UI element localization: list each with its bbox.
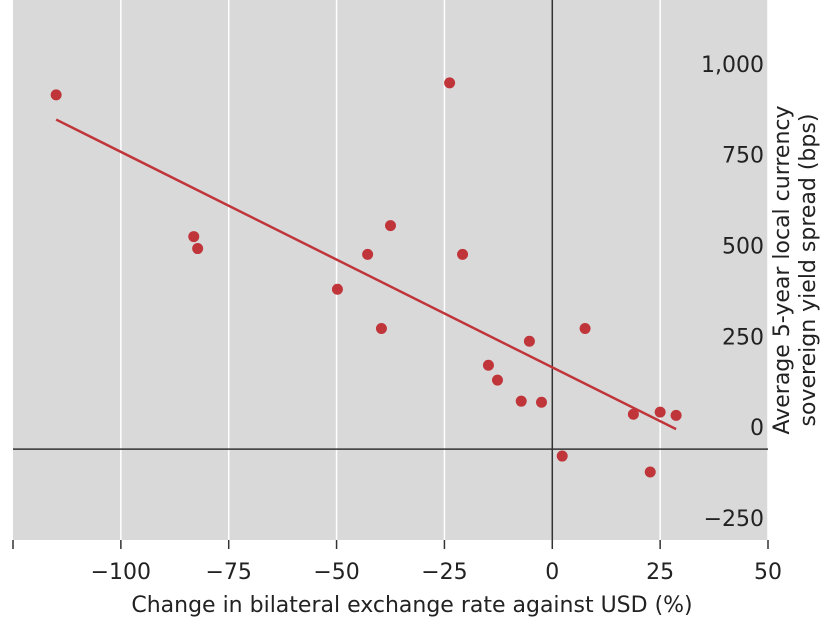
point <box>50 89 62 101</box>
point <box>331 283 343 295</box>
y-tick-label: 500 <box>722 234 764 259</box>
x-tick-label: −75 <box>205 560 251 585</box>
x-tick-label: −100 <box>91 560 151 585</box>
point <box>491 374 503 386</box>
grid <box>13 0 769 540</box>
point <box>482 359 494 371</box>
point <box>627 408 639 420</box>
point <box>188 231 200 243</box>
point <box>536 396 547 408</box>
y-tick-label: 250 <box>722 325 764 350</box>
trend-line <box>55 118 677 431</box>
point <box>523 335 535 347</box>
y-tick-label: 750 <box>722 144 764 169</box>
x-tick-label: 50 <box>754 560 782 585</box>
point <box>444 77 456 89</box>
x-tick-label: −50 <box>313 560 359 585</box>
point <box>192 243 204 255</box>
x-tick-label: 25 <box>646 560 674 585</box>
point <box>375 323 387 335</box>
point <box>654 406 666 418</box>
point <box>579 323 591 335</box>
point <box>515 395 527 407</box>
point <box>670 409 682 421</box>
x-axis-label: Change in bilateral exchange rate agains… <box>131 593 692 618</box>
marks <box>50 77 682 478</box>
point <box>556 450 568 462</box>
point <box>457 248 469 260</box>
y-tick-label: −250 <box>704 507 764 532</box>
plot-area <box>13 0 768 540</box>
point <box>644 466 656 478</box>
point <box>362 248 374 260</box>
y-tick-label: 1,000 <box>701 53 764 78</box>
y-tick-label: 0 <box>750 416 764 441</box>
point <box>385 220 396 232</box>
x-tick-label: −25 <box>421 560 467 585</box>
x-tick-label: 0 <box>545 560 559 585</box>
y-axis-label: Average 5-year local currency sovereign … <box>770 105 821 435</box>
